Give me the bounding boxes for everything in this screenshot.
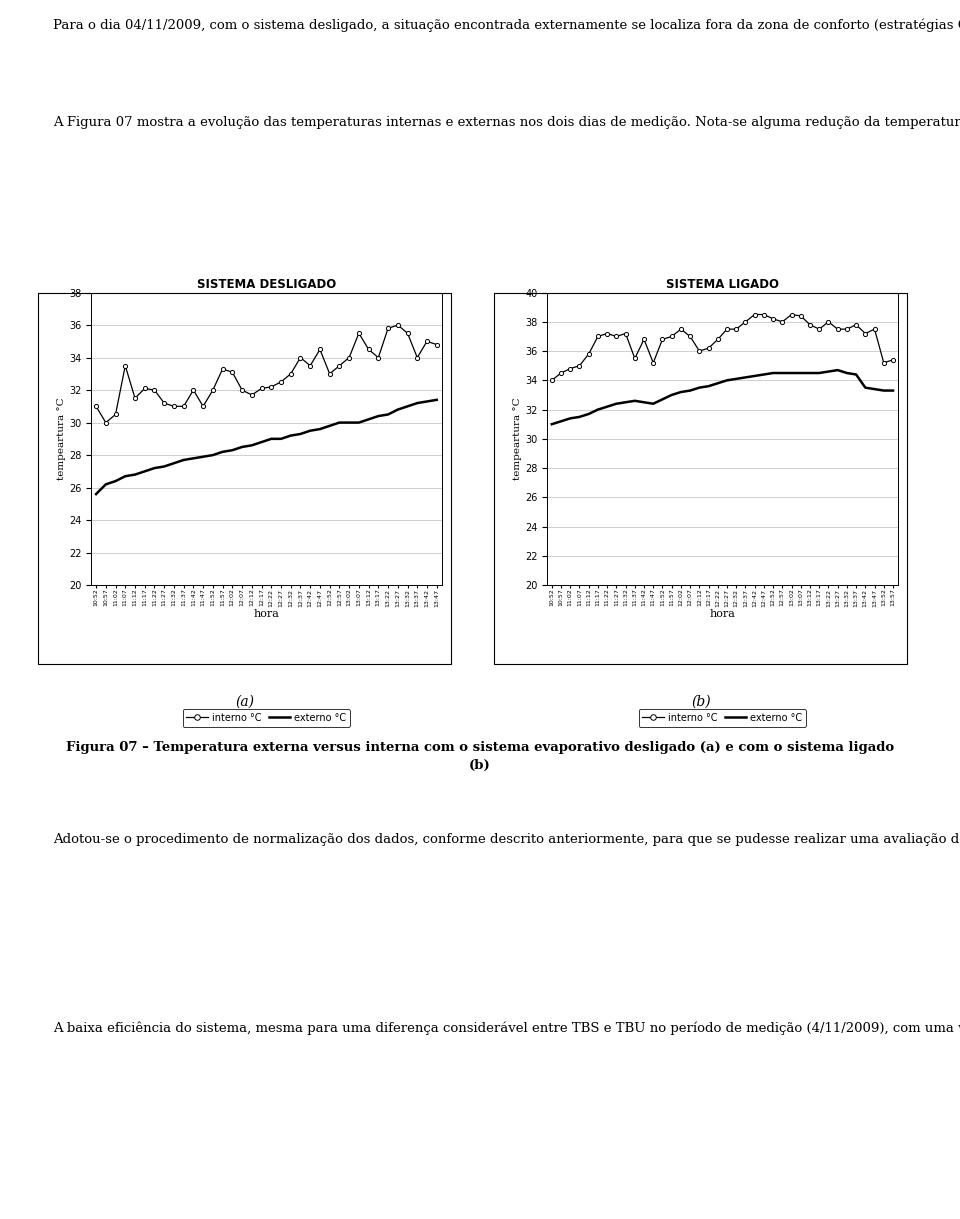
Text: Adotou-se o procedimento de normalização dos dados, conforme descrito anteriorme: Adotou-se o procedimento de normalização…: [53, 833, 960, 846]
Text: A baixa eficiência do sistema, mesma para uma diferença considerável entre TBS e: A baixa eficiência do sistema, mesma par…: [53, 1022, 960, 1035]
Title: SISTEMA LIGADO: SISTEMA LIGADO: [666, 278, 779, 291]
Legend: interno °C, externo °C: interno °C, externo °C: [638, 708, 806, 727]
Text: A Figura 07 mostra a evolução das temperaturas internas e externas nos dois dias: A Figura 07 mostra a evolução das temper…: [53, 116, 960, 129]
Legend: interno °C, externo °C: interno °C, externo °C: [182, 708, 350, 727]
X-axis label: hora: hora: [253, 610, 279, 619]
Y-axis label: tempeartura °C: tempeartura °C: [514, 397, 522, 480]
Title: SISTEMA DESLIGADO: SISTEMA DESLIGADO: [197, 278, 336, 291]
X-axis label: hora: hora: [709, 610, 735, 619]
Text: Para o dia 04/11/2009, com o sistema desligado, a situação encontrada externamen: Para o dia 04/11/2009, com o sistema des…: [53, 18, 960, 32]
Text: Figura 07 – Temperatura externa versus interna com o sistema evaporativo desliga: Figura 07 – Temperatura externa versus i…: [66, 741, 894, 772]
Text: (a): (a): [235, 695, 254, 708]
Text: (b): (b): [691, 695, 710, 708]
Y-axis label: tempeartura °C: tempeartura °C: [58, 397, 66, 480]
